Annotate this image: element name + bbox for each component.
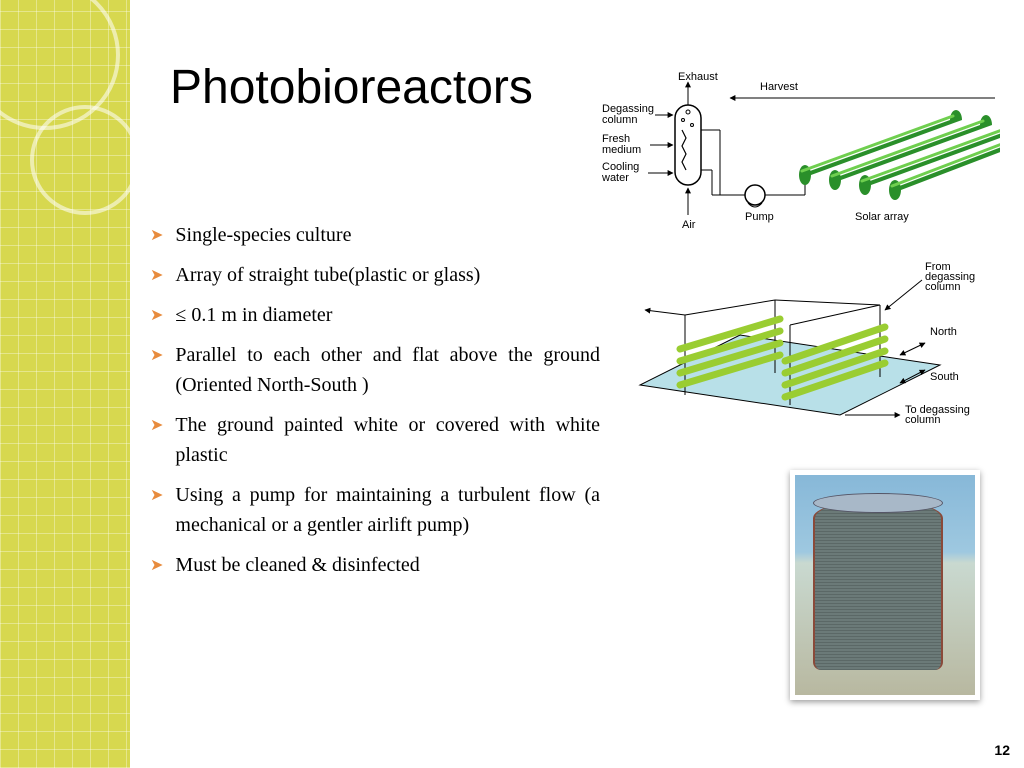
label-north: North — [930, 326, 957, 338]
bullet-text: Single-species culture — [175, 220, 351, 250]
list-item: ➤ Parallel to each other and flat above t… — [150, 340, 600, 400]
list-item: ➤ Array of straight tube(plastic or glass… — [150, 260, 600, 290]
chevron-icon: ➤ — [150, 304, 163, 328]
tank-icon — [813, 500, 943, 670]
chevron-icon: ➤ — [150, 414, 163, 438]
photobioreactor-photo — [790, 470, 980, 700]
list-item: ➤ Using a pump for maintaining a turbulen… — [150, 480, 600, 540]
list-item: ➤ Single-species culture — [150, 220, 600, 250]
bullet-text: Using a pump for maintaining a turbulent… — [175, 480, 600, 540]
slide-title: Photobioreactors — [170, 60, 533, 115]
chevron-icon: ➤ — [150, 554, 163, 578]
list-item: ➤ The ground painted white or covered wit… — [150, 410, 600, 470]
diagram-fence-arrangement: Fromdegassingcolumn North South To degas… — [630, 255, 990, 445]
bullet-text: Array of straight tube(plastic or glass) — [175, 260, 480, 290]
label-cooling: Coolingwater — [601, 161, 639, 184]
label-pump: Pump — [745, 211, 774, 223]
label-air: Air — [682, 219, 696, 231]
label-from: Fromdegassingcolumn — [925, 261, 975, 293]
label-exhaust: Exhaust — [678, 71, 718, 83]
bullet-text: Parallel to each other and flat above th… — [175, 340, 600, 400]
label-fresh: Freshmedium — [602, 133, 641, 156]
chevron-icon: ➤ — [150, 344, 163, 368]
label-solar: Solar array — [855, 211, 909, 223]
ring-decoration — [30, 105, 140, 215]
bullet-list: ➤ Single-species culture ➤ Array of straig… — [150, 220, 600, 590]
tank-top-icon — [813, 493, 943, 513]
bullet-text: The ground painted white or covered with… — [175, 410, 600, 470]
label-degassing: Degassingcolumn — [602, 103, 654, 126]
diagram-photobioreactor-schematic: Exhaust Degassingcolumn Freshmedium Cool… — [600, 70, 1000, 240]
decorative-sidebar — [0, 0, 130, 768]
page-number: 12 — [994, 742, 1010, 758]
chevron-icon: ➤ — [150, 264, 163, 288]
label-south: South — [930, 371, 959, 383]
bullet-text: ≤ 0.1 m in diameter — [175, 300, 332, 330]
chevron-icon: ➤ — [150, 484, 163, 508]
label-harvest: Harvest — [760, 81, 798, 93]
chevron-icon: ➤ — [150, 224, 163, 248]
solar-array-icon — [799, 110, 1000, 200]
bullet-text: Must be cleaned & disinfected — [175, 550, 419, 580]
list-item: ➤ Must be cleaned & disinfected — [150, 550, 600, 580]
list-item: ➤ ≤ 0.1 m in diameter — [150, 300, 600, 330]
label-to: To degassingcolumn — [905, 404, 970, 426]
